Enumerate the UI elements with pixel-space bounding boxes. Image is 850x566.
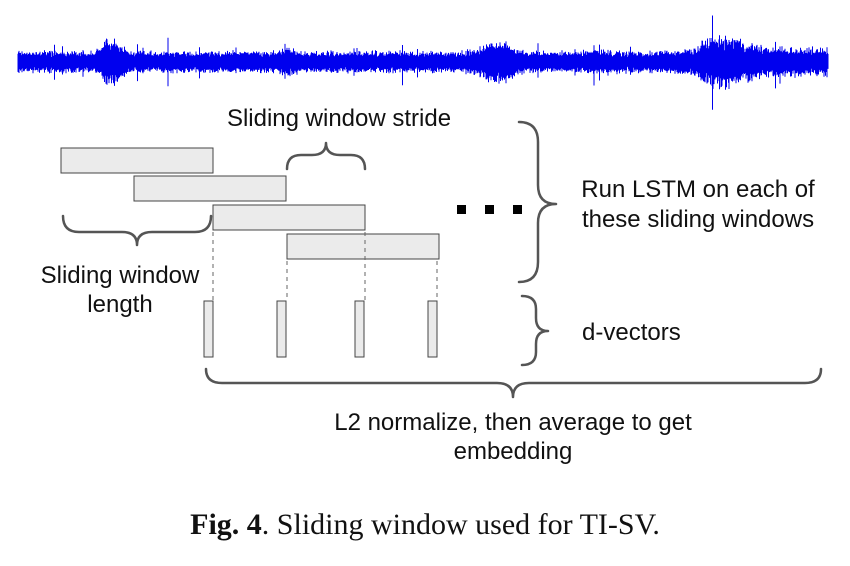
length-brace: [61, 214, 213, 247]
figure-caption-text: . Sliding window used for TI-SV.: [261, 508, 660, 541]
audio-waveform: [17, 15, 829, 110]
d-vector-bar-2: [276, 300, 287, 358]
sliding-window-1: [60, 147, 214, 174]
sliding-window-3: [212, 204, 366, 231]
lstm-label-line2: these sliding windows: [582, 206, 814, 233]
length-label-line1: Sliding window: [41, 262, 200, 289]
dvectors-label: d-vectors: [582, 319, 681, 346]
normalize-label-line1: L2 normalize, then average to get: [334, 409, 692, 436]
d-vector-bar-4: [427, 300, 438, 358]
stride-brace: [285, 141, 367, 171]
figure-label: Fig. 4: [190, 508, 262, 541]
ellipsis-dots: [457, 205, 522, 214]
d-vector-bar-1: [203, 300, 214, 358]
sliding-windows: [60, 147, 440, 260]
normalize-label-line2: embedding: [454, 438, 573, 465]
stride-label: Sliding window stride: [227, 105, 451, 132]
dvectors-brace: [520, 294, 550, 367]
ellipsis-dot-1: [457, 205, 466, 214]
length-label-line2: length: [87, 291, 152, 318]
diagram-canvas: Sliding window stride Sliding window len…: [17, 15, 829, 465]
sliding-window-2: [133, 175, 287, 202]
dashed-guides: [212, 232, 438, 300]
sliding-window-4: [286, 233, 440, 260]
lstm-brace: [517, 120, 558, 284]
lstm-label-line1: Run LSTM on each of: [581, 176, 815, 203]
figure-caption: Fig. 4. Sliding window used for TI-SV.: [0, 508, 850, 542]
ellipsis-dot-3: [513, 205, 522, 214]
ellipsis-dot-2: [485, 205, 494, 214]
d-vector-bars: [203, 300, 438, 358]
d-vector-bar-3: [354, 300, 365, 358]
normalize-brace: [204, 367, 823, 399]
